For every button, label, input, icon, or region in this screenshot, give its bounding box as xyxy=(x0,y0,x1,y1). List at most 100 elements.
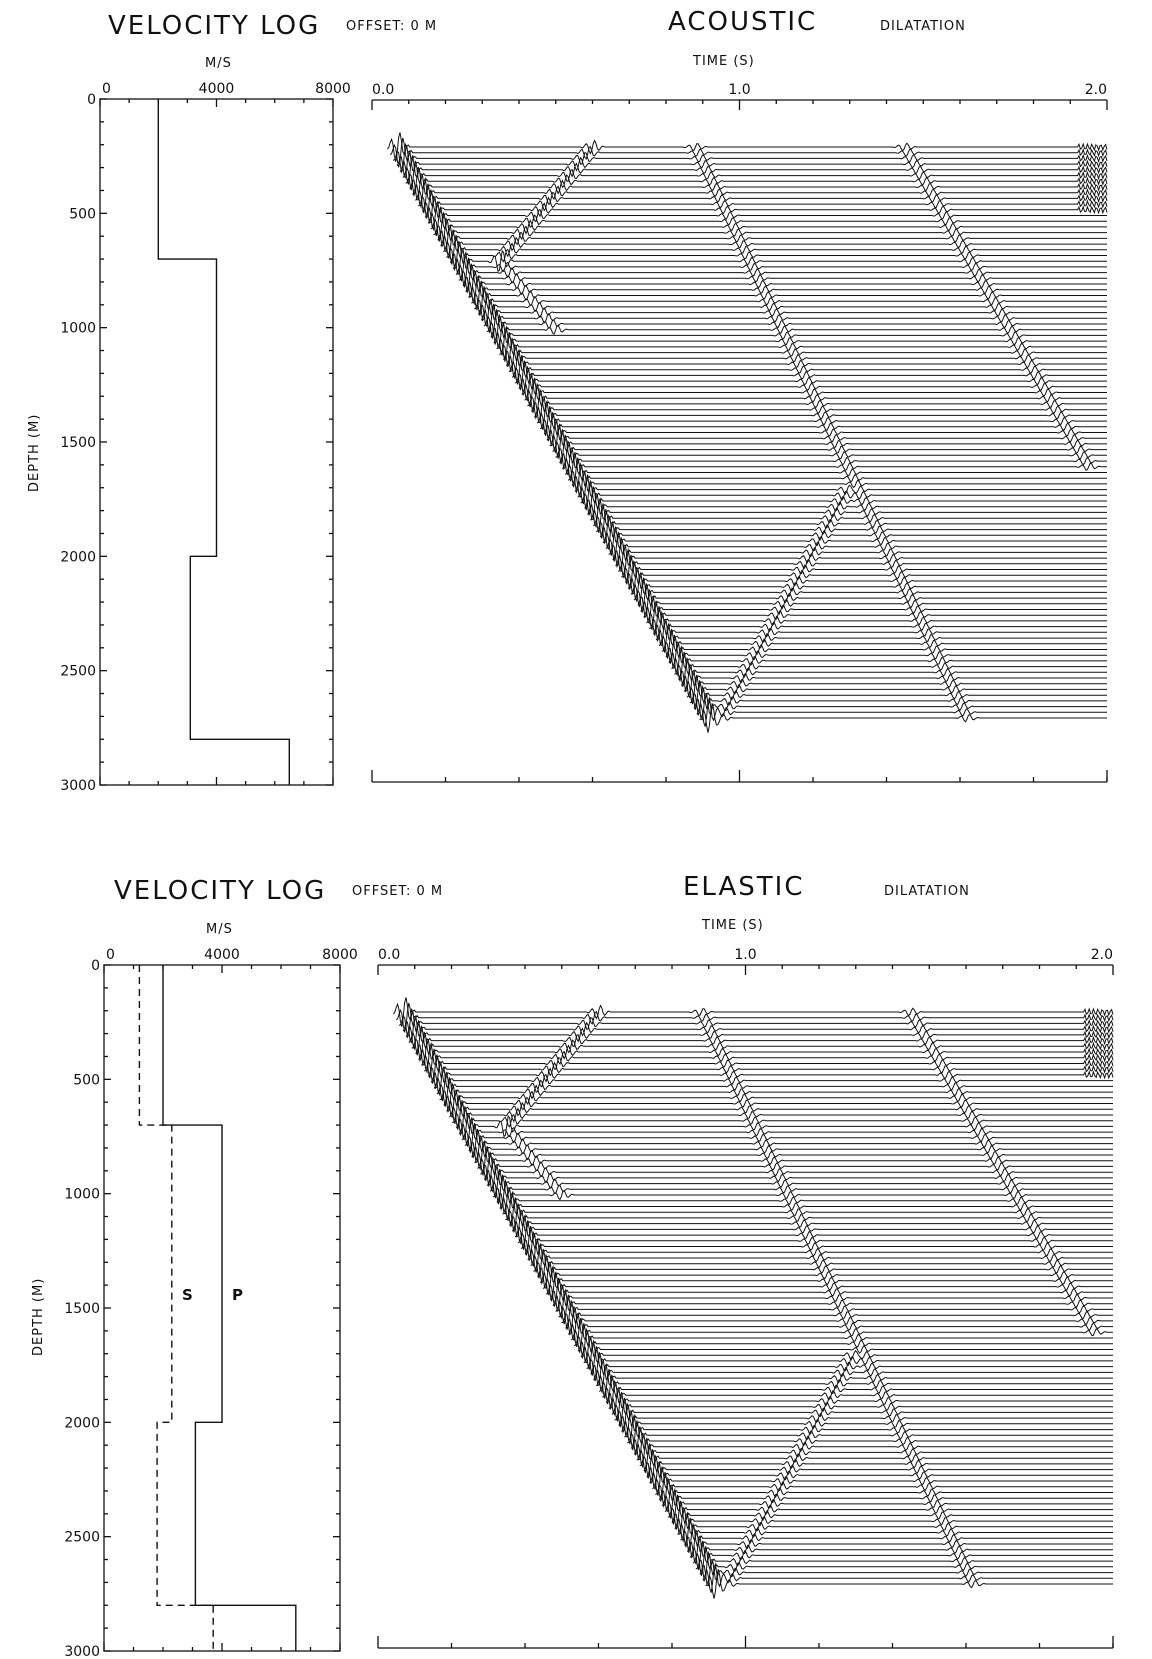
trace xyxy=(593,1362,1113,1394)
trace xyxy=(471,1139,1113,1171)
trace xyxy=(486,1169,1113,1199)
trace xyxy=(462,269,1107,299)
trace xyxy=(387,132,1108,162)
trace xyxy=(458,1116,1113,1147)
trace xyxy=(630,577,1107,608)
trace xyxy=(398,1007,1114,1039)
trace xyxy=(637,588,1107,619)
trace xyxy=(590,503,1107,534)
trace xyxy=(621,1413,1113,1445)
trace xyxy=(627,1426,1113,1456)
trace xyxy=(409,173,1108,201)
trace xyxy=(584,492,1107,521)
trace xyxy=(615,547,1107,579)
log-title-2: VELOCITY LOG xyxy=(114,876,326,906)
trace xyxy=(561,1305,1113,1336)
trace xyxy=(643,1454,1113,1485)
trace xyxy=(477,298,1107,328)
trace xyxy=(427,206,1107,237)
trace xyxy=(686,1535,1113,1565)
trace xyxy=(586,1352,1113,1382)
depth-label-1: DEPTH (M) xyxy=(27,414,42,492)
y-tick-label: 2000 xyxy=(60,549,96,565)
trace xyxy=(686,680,1107,710)
time-tick-label: 0.0 xyxy=(372,82,394,98)
y-tick-label: 500 xyxy=(73,1072,100,1088)
trace xyxy=(652,1471,1113,1502)
y-tick-label: 2000 xyxy=(64,1415,100,1431)
trace xyxy=(424,200,1107,231)
trace xyxy=(536,406,1107,436)
trace xyxy=(671,651,1107,682)
seismic-sections: 0.0 1.0 2.0 0.0 1.0 2.0 xyxy=(371,82,1114,1649)
trace xyxy=(402,160,1108,191)
trace xyxy=(508,354,1107,385)
trace xyxy=(449,247,1107,275)
velocity-curve-p xyxy=(162,965,297,1651)
trace xyxy=(549,429,1107,459)
trace xyxy=(605,531,1107,562)
trace xyxy=(430,212,1107,242)
trace xyxy=(527,1243,1113,1273)
trace xyxy=(671,1506,1113,1535)
y-tick-label: 0 xyxy=(87,92,96,108)
trace xyxy=(630,1432,1113,1461)
trace xyxy=(427,1060,1114,1090)
trace xyxy=(393,997,1114,1027)
trace xyxy=(511,360,1107,391)
depth-label-2: DEPTH (M) xyxy=(31,1278,46,1356)
trace xyxy=(618,554,1107,585)
trace xyxy=(558,1300,1113,1330)
trace xyxy=(605,1386,1113,1416)
time-label-2: TIME (S) xyxy=(701,918,764,933)
trace xyxy=(705,1569,1113,1599)
trace xyxy=(577,480,1107,511)
trace xyxy=(524,383,1107,414)
y-tick-label: 1000 xyxy=(64,1187,100,1203)
trace xyxy=(490,321,1107,350)
trace xyxy=(483,309,1107,339)
trace xyxy=(646,1460,1113,1491)
velocity-log-1: 0 4000 8000 0 500 1000 1500 2000 2500 3000 xyxy=(60,81,350,794)
trace xyxy=(411,1031,1114,1063)
trace xyxy=(552,434,1107,465)
trace xyxy=(514,1220,1113,1250)
trace xyxy=(702,1562,1113,1593)
x-tick-label: 0 xyxy=(106,947,115,963)
trace xyxy=(555,440,1107,471)
trace xyxy=(480,1156,1113,1188)
trace xyxy=(430,1065,1113,1097)
trace xyxy=(567,462,1107,494)
trace xyxy=(455,1112,1113,1141)
trace xyxy=(443,1089,1113,1119)
time-tick-label: 2.0 xyxy=(1085,82,1107,98)
trace xyxy=(577,1336,1113,1364)
trace xyxy=(564,457,1107,488)
trace xyxy=(408,1025,1114,1056)
trace xyxy=(483,1163,1113,1193)
trace xyxy=(621,560,1107,590)
trace xyxy=(433,217,1107,248)
trace xyxy=(499,1190,1113,1221)
trace xyxy=(612,544,1107,573)
trace xyxy=(624,566,1107,595)
trace xyxy=(417,189,1108,219)
trace xyxy=(421,1048,1114,1079)
trace xyxy=(596,1369,1113,1399)
trace xyxy=(559,446,1107,476)
trace xyxy=(633,583,1107,613)
trace xyxy=(574,473,1107,505)
trace xyxy=(418,1041,1114,1074)
trace xyxy=(580,1339,1113,1370)
trace xyxy=(587,497,1107,529)
trace xyxy=(699,703,1107,733)
trace xyxy=(692,1546,1113,1576)
seismic-section-2: 0.0 1.0 2.0 xyxy=(377,947,1114,1649)
trace xyxy=(493,325,1107,356)
trace xyxy=(524,1238,1113,1267)
trace xyxy=(436,1077,1113,1107)
trace xyxy=(502,1197,1113,1228)
trace xyxy=(468,1134,1113,1164)
trace xyxy=(658,1484,1113,1513)
